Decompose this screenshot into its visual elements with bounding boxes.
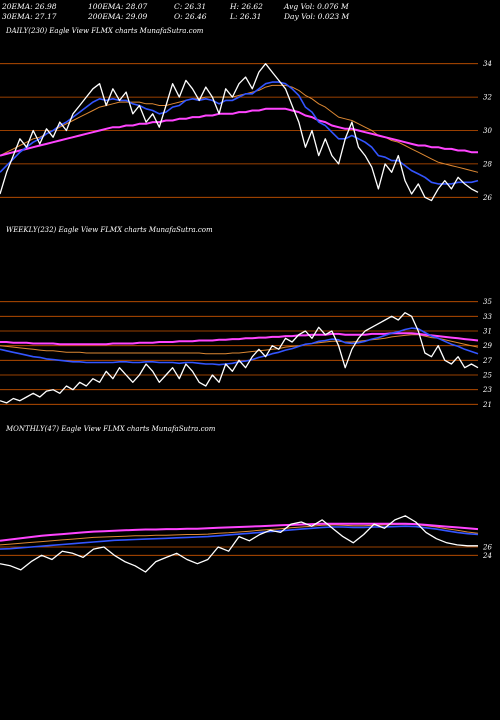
ema30-label: 30EMA: 27.17 [2,12,57,21]
day-vol-label: Day Vol: 0.023 M [284,12,350,21]
ema-fast-line [0,81,479,185]
y-tick-label: 35 [483,298,492,306]
y-tick-label: 32 [483,94,492,102]
y-tick-label: 26 [482,544,492,552]
avg-vol-label: Avg Vol: 0.076 M [284,2,349,11]
y-tick-label: 25 [482,372,492,380]
ema-slow-line [0,522,479,542]
weekly-panel: WEEKLY(232) Eagle View FLMX charts Munaf… [0,226,500,426]
ema-slow-line [0,107,478,157]
ema-fast-line [0,525,479,550]
y-tick-label: 27 [482,357,492,365]
y-tick-label: 26 [482,194,492,202]
weekly-chart: 35 33 31 29 27 25 23 21 [0,298,492,409]
ema-mid-line [0,84,479,173]
header-stats: 20EMA: 26.98 100EMA: 28.07 C: 26.31 H: 2… [0,0,500,24]
low-label: L: 26.31 [230,12,262,21]
price-line [0,515,478,573]
ema20-label: 20EMA: 26.98 [2,2,57,11]
close-label: C: 26.31 [174,2,207,11]
ema-fast-line [0,327,479,366]
high-label: H: 26.62 [230,2,263,11]
weekly-chart-title: WEEKLY(232) Eagle View FLMX charts Munaf… [6,226,213,234]
monthly-panel: MONTHLY(47) Eagle View FLMX charts Munaf… [0,425,500,625]
y-tick-label: 31 [483,328,492,336]
monthly-chart-title: MONTHLY(47) Eagle View FLMX charts Munaf… [6,425,216,433]
daily-panel: DAILY(230) Eagle View FLMX charts Munafa… [0,27,500,227]
y-tick-label: 34 [483,60,492,68]
daily-chart-title: DAILY(230) Eagle View FLMX charts Munafa… [6,27,204,35]
open-label: O: 26.46 [174,12,207,21]
price-line [0,63,479,202]
daily-chart: 34 32 30 28 26 [0,60,492,202]
y-tick-label: 33 [483,313,492,321]
ema100-label: 100EMA: 28.07 [88,2,148,11]
ema-slow-line [0,332,479,346]
y-tick-label: 21 [482,401,492,409]
ema-mid-line [0,334,479,355]
y-tick-label: 30 [483,127,492,135]
price-line [0,312,479,404]
y-tick-label: 29 [482,342,492,350]
ema200-label: 200EMA: 29.09 [88,12,148,21]
y-tick-label: 28 [482,160,492,168]
y-tick-label: 24 [482,552,492,560]
y-tick-label: 23 [482,386,492,394]
